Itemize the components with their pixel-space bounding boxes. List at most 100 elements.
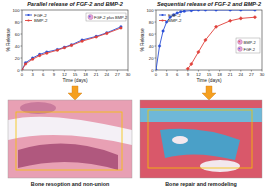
x-tick-label: 21 [94, 72, 99, 77]
marker [183, 10, 186, 13]
marker [254, 10, 257, 11]
x-tick-label: 27 [249, 72, 254, 77]
marker [186, 67, 190, 70]
legend-label: FGF-2 [168, 13, 181, 18]
particle-icon [238, 40, 243, 45]
tissue-gap [8, 117, 132, 145]
y-tick [21, 70, 23, 71]
marker [106, 32, 109, 35]
marker [38, 54, 41, 57]
marker [31, 58, 34, 61]
y-tick [155, 22, 157, 23]
marker [239, 17, 243, 21]
x-tick-label: 12 [196, 72, 201, 77]
y-tick-label: 0 [151, 68, 154, 73]
legend-marker [27, 19, 29, 21]
x-axis-label: Time (days) [62, 78, 88, 83]
legend-label: BMP-2 [168, 18, 182, 23]
marker [106, 32, 109, 35]
tissue-bg [140, 100, 262, 178]
marker [204, 38, 208, 42]
marker [120, 27, 123, 30]
marker [158, 45, 161, 48]
highlight-box [16, 112, 122, 170]
x-tick-label: 30 [260, 72, 265, 77]
inset-label: FGF-2 [244, 47, 256, 52]
x-tick-label: 3 [165, 72, 168, 77]
x-tick-label: 12 [62, 72, 67, 77]
arrow [202, 86, 216, 100]
x-tick-label: 30 [126, 72, 131, 77]
legend-swatch [25, 15, 32, 16]
image-content [140, 100, 262, 178]
image-content [8, 100, 132, 178]
chart: Sequential release of FGF-2 and BMP-2 0 20… [140, 1, 265, 83]
marrow [172, 136, 188, 144]
frame [156, 10, 262, 70]
x-tick-label: 24 [238, 72, 243, 77]
legend-marker [161, 19, 163, 21]
marker [162, 30, 165, 33]
inset-legend: BMP-2FGF-2 [236, 38, 260, 53]
tissue-band [18, 144, 118, 170]
x-tick-label: 9 [53, 72, 56, 77]
marker [45, 52, 48, 55]
particle-dot [238, 48, 240, 50]
marker [24, 63, 27, 66]
marker [56, 48, 59, 51]
marker [190, 62, 194, 66]
y-tick-label: 60 [149, 32, 154, 37]
particle-icon [88, 14, 93, 19]
series-line [22, 28, 121, 70]
y-tick-label: 20 [149, 56, 154, 61]
x-tick-label: 15 [207, 72, 212, 77]
frame [22, 10, 128, 70]
image-frame [8, 100, 132, 178]
legend-swatch [25, 20, 32, 21]
bone-area [160, 129, 240, 160]
caption: Bone resoption and non-union [31, 181, 109, 187]
x-tick-label: 15 [73, 72, 78, 77]
y-tick-label: 20 [15, 56, 20, 61]
y-tick-label: 40 [15, 44, 20, 49]
y-tick [21, 22, 23, 23]
histology-image: Bone resoption and non-union [8, 100, 132, 187]
title: Sequential release of FGF-2 and BMP-2 [157, 1, 262, 7]
tissue-bg [8, 100, 132, 178]
y-tick-label: 80 [15, 20, 20, 25]
x-tick-label: 6 [42, 72, 45, 77]
marker [190, 10, 193, 12]
image-frame [140, 100, 262, 178]
y-tick [155, 34, 157, 35]
y-tick [21, 10, 23, 11]
y-tick [155, 58, 157, 59]
marker [214, 25, 218, 29]
y-tick-label: 80 [149, 20, 154, 25]
marker [56, 49, 59, 52]
highlight-box [148, 110, 252, 168]
x-tick-label: 24 [104, 72, 109, 77]
marker [70, 44, 73, 47]
y-tick [21, 58, 23, 59]
marker [95, 35, 98, 38]
particle-dot [238, 41, 240, 43]
marker [95, 36, 98, 39]
chart: Parallel release of FGF-2 and BMP-202040… [6, 1, 131, 83]
figure: Parallel release of FGF-2 and BMP-202040… [0, 0, 268, 189]
legend-swatch [159, 20, 166, 21]
marker [240, 10, 243, 11]
marker [253, 15, 257, 19]
x-tick-label: 0 [155, 72, 158, 77]
x-tick-label: 21 [228, 72, 233, 77]
y-tick-label: 40 [149, 44, 154, 49]
y-axis-label: % Release [6, 28, 11, 52]
marker [70, 44, 73, 47]
x-tick-label: 18 [217, 72, 222, 77]
legend-marker [161, 14, 163, 16]
marker [197, 10, 200, 11]
caption: Bone repair and remodeling [165, 181, 237, 187]
marker [156, 69, 157, 70]
x-tick-label: 6 [176, 72, 179, 77]
y-tick [21, 46, 23, 47]
marker [63, 47, 66, 50]
